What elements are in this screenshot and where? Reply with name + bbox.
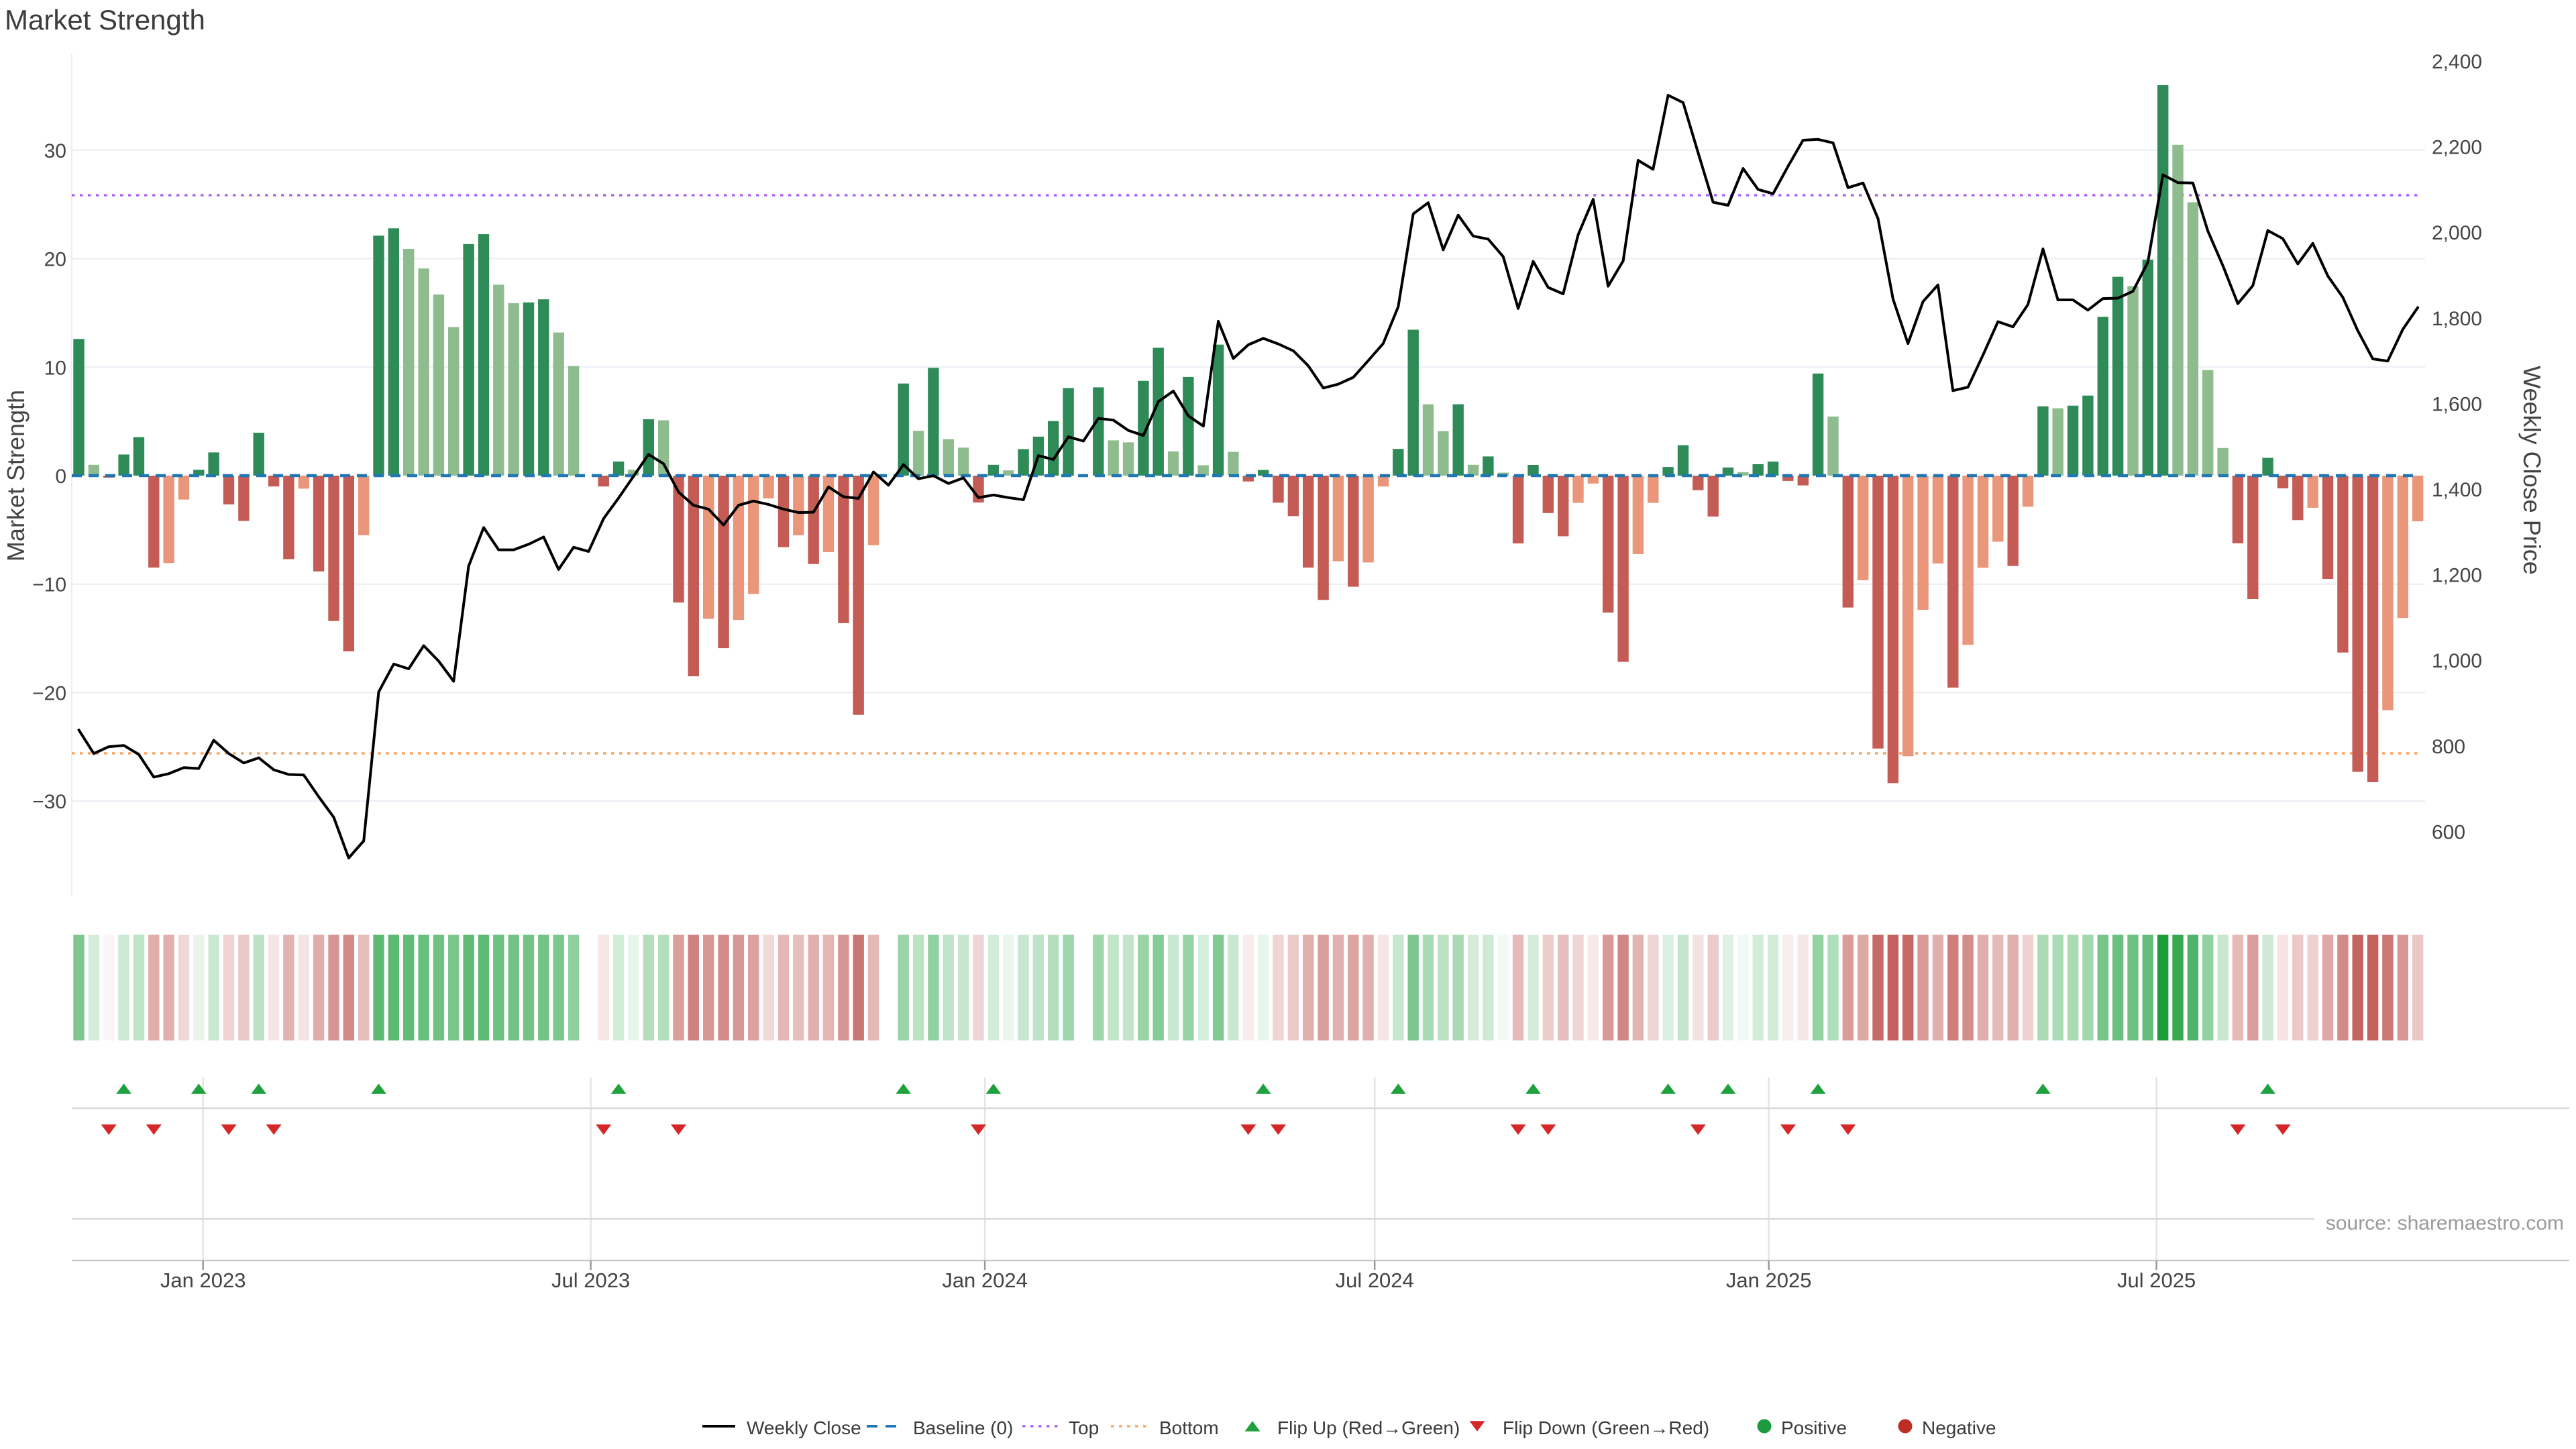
- svg-text:20: 20: [44, 249, 66, 271]
- svg-text:Positive: Positive: [1781, 1417, 1847, 1438]
- svg-text:30: 30: [44, 140, 66, 162]
- svg-text:Jan 2024: Jan 2024: [942, 1269, 1028, 1292]
- svg-text:Market Strength: Market Strength: [2, 390, 30, 561]
- svg-text:2,000: 2,000: [2432, 222, 2482, 244]
- svg-text:Negative: Negative: [1922, 1417, 1996, 1438]
- svg-text:source: sharemaestro.com: source: sharemaestro.com: [2326, 1212, 2564, 1234]
- svg-text:Jul 2023: Jul 2023: [551, 1269, 630, 1292]
- svg-text:2,400: 2,400: [2432, 51, 2482, 73]
- svg-text:1,000: 1,000: [2432, 650, 2482, 672]
- svg-text:1,800: 1,800: [2432, 308, 2482, 330]
- svg-text:−20: −20: [32, 682, 66, 704]
- svg-text:600: 600: [2432, 821, 2465, 843]
- svg-text:2,200: 2,200: [2432, 137, 2482, 159]
- svg-text:Flip Down (Green→Red): Flip Down (Green→Red): [1503, 1417, 1709, 1438]
- svg-text:Jan 2025: Jan 2025: [1726, 1269, 1812, 1292]
- svg-text:10: 10: [44, 357, 66, 379]
- svg-text:Baseline (0): Baseline (0): [913, 1417, 1013, 1438]
- svg-text:Flip Up (Red→Green): Flip Up (Red→Green): [1277, 1417, 1460, 1438]
- svg-text:−30: −30: [32, 791, 66, 813]
- svg-text:Market Strength: Market Strength: [5, 4, 205, 36]
- svg-text:800: 800: [2432, 736, 2465, 758]
- svg-text:−10: −10: [32, 574, 66, 596]
- svg-text:1,200: 1,200: [2432, 565, 2482, 587]
- svg-text:0: 0: [55, 466, 66, 488]
- svg-text:Top: Top: [1069, 1417, 1099, 1438]
- svg-text:Bottom: Bottom: [1159, 1417, 1219, 1438]
- svg-text:Weekly Close: Weekly Close: [747, 1417, 861, 1438]
- svg-text:Jul 2024: Jul 2024: [1336, 1269, 1414, 1292]
- svg-text:Weekly Close Price: Weekly Close Price: [2518, 366, 2546, 574]
- svg-text:Jan 2023: Jan 2023: [160, 1269, 246, 1292]
- svg-text:Jul 2025: Jul 2025: [2117, 1269, 2196, 1292]
- svg-text:1,600: 1,600: [2432, 393, 2482, 415]
- svg-text:1,400: 1,400: [2432, 479, 2482, 501]
